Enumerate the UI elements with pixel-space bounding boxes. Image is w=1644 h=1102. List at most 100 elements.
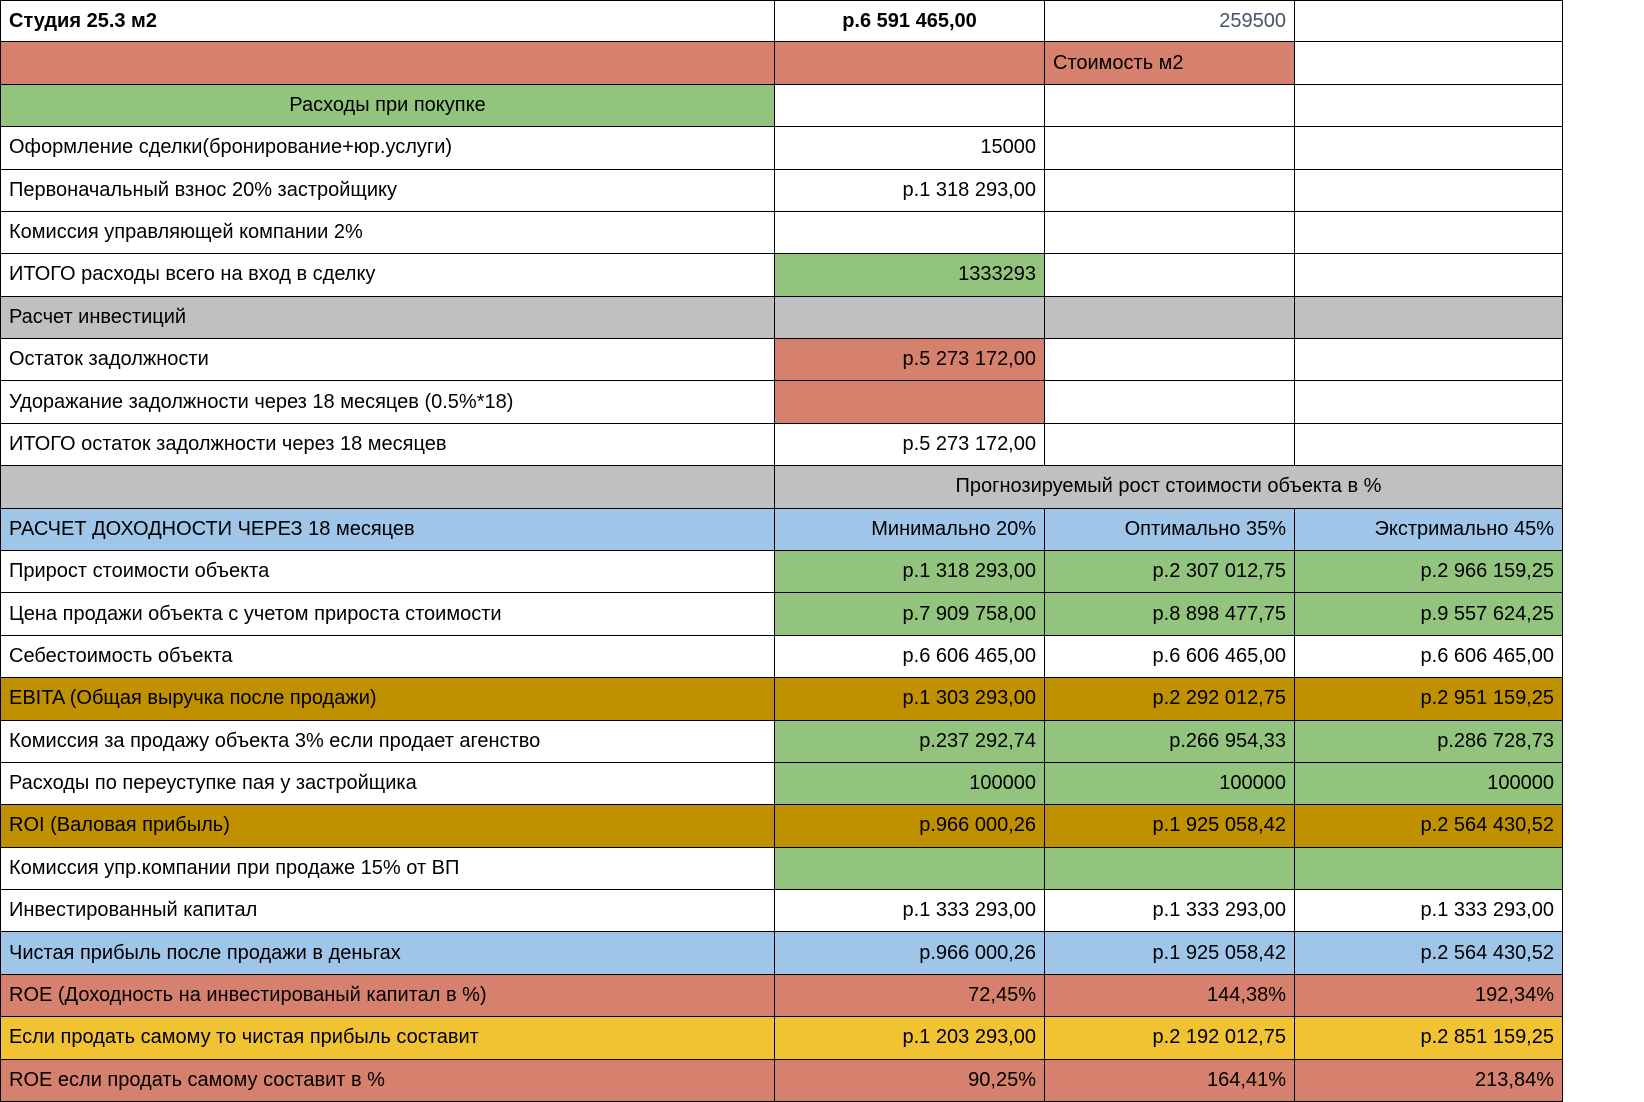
spreadsheet-cell-r21c3[interactable] bbox=[1045, 847, 1295, 891]
spreadsheet-cell-r20c2[interactable]: р.966 000,26 bbox=[775, 805, 1045, 848]
spreadsheet-cell-r5c3[interactable] bbox=[1045, 169, 1295, 212]
spreadsheet-cell-r2c1[interactable] bbox=[0, 42, 775, 85]
spreadsheet-cell-r15c1[interactable]: Цена продажи объекта с учетом прироста с… bbox=[0, 593, 775, 636]
spreadsheet-cell-r21c2[interactable] bbox=[775, 847, 1045, 891]
spreadsheet-cell-r16c1[interactable]: Себестоимость объекта bbox=[0, 635, 775, 679]
spreadsheet-cell-r22c1[interactable]: Инвестированный капитал bbox=[0, 890, 775, 933]
spreadsheet-cell-r24c2[interactable]: 72,45% bbox=[775, 974, 1045, 1018]
spreadsheet-cell-r11c3[interactable] bbox=[1045, 423, 1295, 467]
spreadsheet-cell-r8c3[interactable] bbox=[1045, 296, 1295, 340]
spreadsheet-cell-r26c4[interactable]: 213,84% bbox=[1295, 1059, 1563, 1102]
spreadsheet-cell-r21c1[interactable]: Комиссия упр.компании при продаже 15% от… bbox=[0, 847, 775, 891]
spreadsheet-cell-r17c4[interactable]: р.2 951 159,25 bbox=[1295, 678, 1563, 721]
spreadsheet-cell-r4c1[interactable]: Оформление сделки(бронирование+юр.услуги… bbox=[0, 127, 775, 170]
spreadsheet-cell-r3c1[interactable]: Расходы при покупке bbox=[0, 84, 775, 128]
spreadsheet-cell-r24c3[interactable]: 144,38% bbox=[1045, 974, 1295, 1018]
spreadsheet-cell-r4c2[interactable]: 15000 bbox=[775, 127, 1045, 170]
spreadsheet-cell-r12c2[interactable]: Прогнозируемый рост стоимости объекта в … bbox=[775, 466, 1563, 509]
spreadsheet-cell-r18c3[interactable]: р.266 954,33 bbox=[1045, 720, 1295, 763]
spreadsheet-cell-r20c4[interactable]: р.2 564 430,52 bbox=[1295, 805, 1563, 848]
spreadsheet-cell-r20c1[interactable]: ROI (Валовая прибыль) bbox=[0, 805, 775, 848]
spreadsheet-cell-r7c2[interactable]: 1333293 bbox=[775, 254, 1045, 297]
spreadsheet-cell-r26c2[interactable]: 90,25% bbox=[775, 1059, 1045, 1102]
spreadsheet-cell-r17c1[interactable]: EBITA (Общая выручка после продажи) bbox=[0, 678, 775, 721]
spreadsheet-cell-r5c1[interactable]: Первоначальный взнос 20% застройщику bbox=[0, 169, 775, 212]
spreadsheet-cell-r25c1[interactable]: Если продать самому то чистая прибыль со… bbox=[0, 1017, 775, 1060]
spreadsheet-cell-r9c3[interactable] bbox=[1045, 339, 1295, 382]
spreadsheet-cell-r8c1[interactable]: Расчет инвестиций bbox=[0, 296, 775, 340]
spreadsheet-cell-r25c2[interactable]: р.1 203 293,00 bbox=[775, 1017, 1045, 1060]
spreadsheet-cell-r14c3[interactable]: р.2 307 012,75 bbox=[1045, 551, 1295, 594]
spreadsheet-cell-r25c3[interactable]: р.2 192 012,75 bbox=[1045, 1017, 1295, 1060]
spreadsheet-cell-r23c3[interactable]: р.1 925 058,42 bbox=[1045, 932, 1295, 975]
spreadsheet-cell-r13c2[interactable]: Минимально 20% bbox=[775, 508, 1045, 551]
spreadsheet-cell-r10c3[interactable] bbox=[1045, 381, 1295, 424]
spreadsheet-cell-r19c2[interactable]: 100000 bbox=[775, 762, 1045, 806]
spreadsheet-cell-r20c3[interactable]: р.1 925 058,42 bbox=[1045, 805, 1295, 848]
spreadsheet-cell-r6c1[interactable]: Комиссия управляющей компании 2% bbox=[0, 211, 775, 255]
spreadsheet-cell-r3c4[interactable] bbox=[1295, 84, 1563, 128]
spreadsheet-cell-r21c4[interactable] bbox=[1295, 847, 1563, 891]
spreadsheet-cell-r1c4[interactable] bbox=[1295, 0, 1563, 43]
spreadsheet-cell-r2c4[interactable] bbox=[1295, 42, 1563, 85]
spreadsheet-cell-r13c1[interactable]: РАСЧЕТ ДОХОДНОСТИ ЧЕРЕЗ 18 месяцев bbox=[0, 508, 775, 551]
spreadsheet-cell-r11c1[interactable]: ИТОГО остаток задолжности через 18 месяц… bbox=[0, 423, 775, 467]
spreadsheet-cell-r10c2[interactable] bbox=[775, 381, 1045, 424]
spreadsheet-cell-r23c1[interactable]: Чистая прибыль после продажи в деньгах bbox=[0, 932, 775, 975]
spreadsheet-cell-r15c2[interactable]: р.7 909 758,00 bbox=[775, 593, 1045, 636]
spreadsheet-cell-r19c1[interactable]: Расходы по переуступке пая у застройщика bbox=[0, 762, 775, 806]
spreadsheet-cell-r3c3[interactable] bbox=[1045, 84, 1295, 128]
spreadsheet-cell-r9c4[interactable] bbox=[1295, 339, 1563, 382]
spreadsheet-cell-r7c3[interactable] bbox=[1045, 254, 1295, 297]
spreadsheet-cell-r5c4[interactable] bbox=[1295, 169, 1563, 212]
spreadsheet-cell-r15c4[interactable]: р.9 557 624,25 bbox=[1295, 593, 1563, 636]
spreadsheet-cell-r26c1[interactable]: ROE если продать самому составит в % bbox=[0, 1059, 775, 1102]
spreadsheet-cell-r5c2[interactable]: р.1 318 293,00 bbox=[775, 169, 1045, 212]
spreadsheet-cell-r10c1[interactable]: Удоражание задолжности через 18 месяцев … bbox=[0, 381, 775, 424]
spreadsheet-cell-r26c3[interactable]: 164,41% bbox=[1045, 1059, 1295, 1102]
spreadsheet-cell-r16c4[interactable]: р.6 606 465,00 bbox=[1295, 635, 1563, 679]
spreadsheet-cell-r2c2[interactable] bbox=[775, 42, 1045, 85]
spreadsheet-cell-r7c4[interactable] bbox=[1295, 254, 1563, 297]
spreadsheet-cell-r13c4[interactable]: Экстримально 45% bbox=[1295, 508, 1563, 551]
spreadsheet-cell-r10c4[interactable] bbox=[1295, 381, 1563, 424]
spreadsheet-cell-r6c4[interactable] bbox=[1295, 211, 1563, 255]
spreadsheet-cell-r6c2[interactable] bbox=[775, 211, 1045, 255]
spreadsheet-cell-r1c2[interactable]: р.6 591 465,00 bbox=[775, 0, 1045, 43]
spreadsheet-cell-r17c3[interactable]: р.2 292 012,75 bbox=[1045, 678, 1295, 721]
spreadsheet-cell-r15c3[interactable]: р.8 898 477,75 bbox=[1045, 593, 1295, 636]
spreadsheet-cell-r8c4[interactable] bbox=[1295, 296, 1563, 340]
spreadsheet-cell-r4c3[interactable] bbox=[1045, 127, 1295, 170]
spreadsheet-cell-r6c3[interactable] bbox=[1045, 211, 1295, 255]
spreadsheet-cell-r22c2[interactable]: р.1 333 293,00 bbox=[775, 890, 1045, 933]
spreadsheet-cell-r14c2[interactable]: р.1 318 293,00 bbox=[775, 551, 1045, 594]
spreadsheet-cell-r18c1[interactable]: Комиссия за продажу объекта 3% если прод… bbox=[0, 720, 775, 763]
spreadsheet-cell-r24c4[interactable]: 192,34% bbox=[1295, 974, 1563, 1018]
spreadsheet-cell-r22c3[interactable]: р.1 333 293,00 bbox=[1045, 890, 1295, 933]
spreadsheet-cell-r9c1[interactable]: Остаток задолжности bbox=[0, 339, 775, 382]
spreadsheet-cell-r18c4[interactable]: р.286 728,73 bbox=[1295, 720, 1563, 763]
spreadsheet-cell-r25c4[interactable]: р.2 851 159,25 bbox=[1295, 1017, 1563, 1060]
spreadsheet-cell-r19c3[interactable]: 100000 bbox=[1045, 762, 1295, 806]
spreadsheet-cell-r9c2[interactable]: р.5 273 172,00 bbox=[775, 339, 1045, 382]
spreadsheet-cell-r12c1[interactable] bbox=[0, 466, 775, 509]
spreadsheet-cell-r22c4[interactable]: р.1 333 293,00 bbox=[1295, 890, 1563, 933]
spreadsheet-cell-r1c1[interactable]: Студия 25.3 м2 bbox=[0, 0, 775, 43]
spreadsheet-cell-r18c2[interactable]: р.237 292,74 bbox=[775, 720, 1045, 763]
spreadsheet-cell-r8c2[interactable] bbox=[775, 296, 1045, 340]
spreadsheet-cell-r11c4[interactable] bbox=[1295, 423, 1563, 467]
spreadsheet-cell-r19c4[interactable]: 100000 bbox=[1295, 762, 1563, 806]
spreadsheet-cell-r16c3[interactable]: р.6 606 465,00 bbox=[1045, 635, 1295, 679]
spreadsheet-cell-r16c2[interactable]: р.6 606 465,00 bbox=[775, 635, 1045, 679]
spreadsheet-cell-r23c2[interactable]: р.966 000,26 bbox=[775, 932, 1045, 975]
spreadsheet-cell-r23c4[interactable]: р.2 564 430,52 bbox=[1295, 932, 1563, 975]
spreadsheet-cell-r2c3[interactable]: Стоимость м2 bbox=[1045, 42, 1295, 85]
spreadsheet-cell-r7c1[interactable]: ИТОГО расходы всего на вход в сделку bbox=[0, 254, 775, 297]
spreadsheet-cell-r24c1[interactable]: ROE (Доходность на инвестированый капита… bbox=[0, 974, 775, 1018]
spreadsheet-cell-r13c3[interactable]: Оптимально 35% bbox=[1045, 508, 1295, 551]
spreadsheet-cell-r14c4[interactable]: р.2 966 159,25 bbox=[1295, 551, 1563, 594]
spreadsheet-cell-r3c2[interactable] bbox=[775, 84, 1045, 128]
spreadsheet-cell-r1c3[interactable]: 259500 bbox=[1045, 0, 1295, 43]
spreadsheet-cell-r4c4[interactable] bbox=[1295, 127, 1563, 170]
spreadsheet-cell-r11c2[interactable]: р.5 273 172,00 bbox=[775, 423, 1045, 467]
